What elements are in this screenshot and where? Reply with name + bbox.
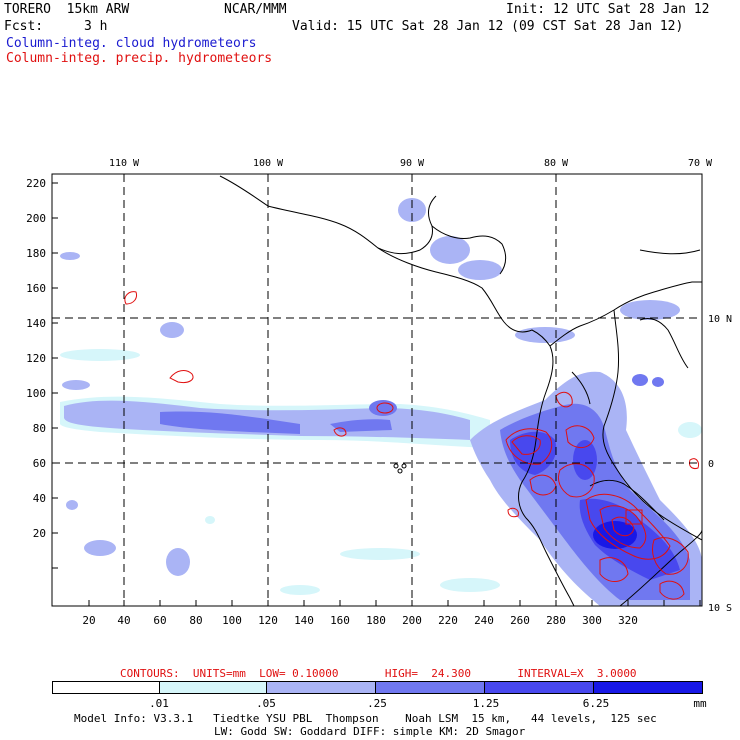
lon-label: 70 W bbox=[688, 158, 713, 169]
y-tick: 220 bbox=[26, 177, 46, 190]
x-tick: 220 bbox=[438, 614, 458, 627]
cloud-shading bbox=[60, 198, 702, 606]
x-tick: 320 bbox=[618, 614, 638, 627]
y-axis-labels: 220 200 180 160 140 120 100 80 60 40 20 bbox=[26, 177, 46, 540]
field-cloud-label: Column-integ. cloud hydrometeors bbox=[6, 36, 257, 51]
model-info-line2: LW: Godd SW: Goddard DIFF: simple KM: 2D… bbox=[214, 725, 526, 738]
precip-contours bbox=[124, 291, 699, 600]
valid-time: Valid: 15 UTC Sat 28 Jan 12 (09 CST Sat … bbox=[292, 19, 684, 34]
color-bar-segment bbox=[484, 681, 594, 694]
y-tick: 40 bbox=[33, 492, 46, 505]
x-tick: 60 bbox=[153, 614, 166, 627]
x-tick: 120 bbox=[258, 614, 278, 627]
latitude-labels: 10 N 0 10 S bbox=[708, 314, 732, 614]
color-bar-label: 6.25 bbox=[582, 697, 610, 710]
color-bar-label: .25 bbox=[367, 697, 387, 710]
y-tick: 200 bbox=[26, 212, 46, 225]
lat-label: 0 bbox=[708, 459, 714, 470]
x-tick: 100 bbox=[222, 614, 242, 627]
color-bar-segment bbox=[593, 681, 703, 694]
lon-label: 110 W bbox=[109, 158, 140, 169]
x-tick: 260 bbox=[510, 614, 530, 627]
color-bar-label: .05 bbox=[256, 697, 276, 710]
contour-info: CONTOURS: UNITS=mm LOW= 0.10000 HIGH= 24… bbox=[120, 667, 637, 680]
color-bar-unit: mm bbox=[693, 697, 707, 710]
model-info-line1: Model Info: V3.3.1 Tiedtke YSU PBL Thomp… bbox=[74, 712, 657, 725]
x-tick: 40 bbox=[117, 614, 130, 627]
organization-label: NCAR/MMM bbox=[224, 2, 287, 17]
x-tick: 20 bbox=[82, 614, 95, 627]
longitude-labels: 110 W 100 W 90 W 80 W 70 W bbox=[109, 158, 713, 169]
y-tick: 120 bbox=[26, 352, 46, 365]
x-tick: 300 bbox=[582, 614, 602, 627]
x-tick: 140 bbox=[294, 614, 314, 627]
lon-label: 100 W bbox=[253, 158, 284, 169]
frame-ticks bbox=[52, 182, 701, 606]
y-tick: 140 bbox=[26, 317, 46, 330]
init-time: Init: 12 UTC Sat 28 Jan 12 bbox=[506, 2, 710, 17]
x-axis-labels: 20 40 60 80 100 120 140 160 180 200 220 … bbox=[82, 614, 638, 627]
x-tick: 80 bbox=[189, 614, 202, 627]
y-tick: 160 bbox=[26, 282, 46, 295]
y-tick: 180 bbox=[26, 247, 46, 260]
forecast-hour: 3 h bbox=[84, 19, 108, 34]
color-bar-label: .01 bbox=[149, 697, 169, 710]
x-tick: 160 bbox=[330, 614, 350, 627]
color-bar-segment bbox=[375, 681, 485, 694]
color-bar-segment bbox=[52, 681, 160, 694]
lon-label: 90 W bbox=[400, 158, 425, 169]
model-title: TORERO 15km ARW bbox=[4, 2, 130, 17]
color-bar-label: 1.25 bbox=[472, 697, 500, 710]
lat-label: 10 S bbox=[708, 603, 732, 614]
forecast-label: Fcst: bbox=[4, 19, 44, 34]
x-tick: 280 bbox=[546, 614, 566, 627]
lat-label: 10 N bbox=[708, 314, 732, 325]
x-tick: 180 bbox=[366, 614, 386, 627]
y-tick: 60 bbox=[33, 457, 46, 470]
y-tick: 20 bbox=[33, 527, 46, 540]
x-tick: 240 bbox=[474, 614, 494, 627]
color-bar-segment bbox=[266, 681, 376, 694]
y-tick: 100 bbox=[26, 387, 46, 400]
lat-lon-grid bbox=[52, 174, 702, 606]
field-precip-label: Column-integ. precip. hydrometeors bbox=[6, 51, 273, 66]
x-tick: 200 bbox=[402, 614, 422, 627]
y-tick: 80 bbox=[33, 422, 46, 435]
map-frame bbox=[51, 173, 703, 607]
lon-label: 80 W bbox=[544, 158, 569, 169]
color-bar-segment bbox=[159, 681, 267, 694]
